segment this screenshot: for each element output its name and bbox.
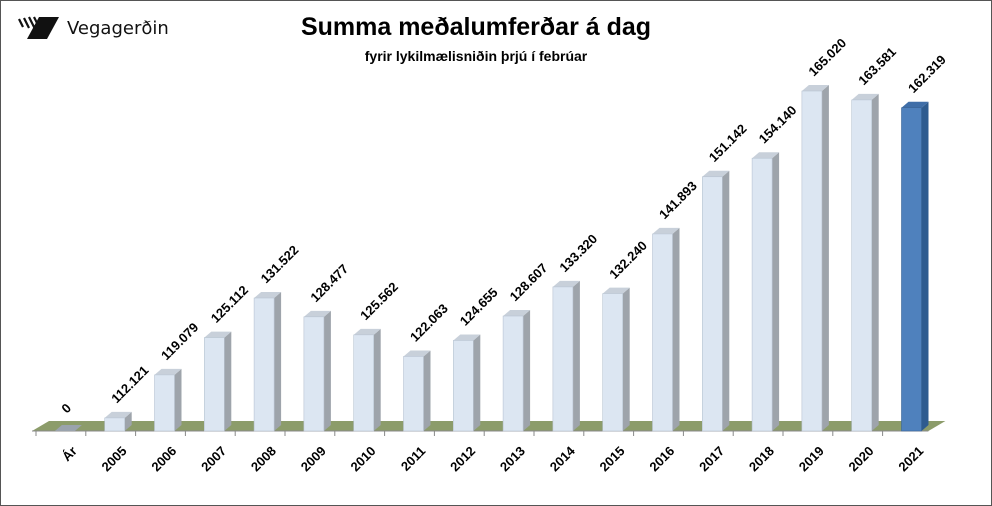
bar-side	[323, 310, 331, 431]
x-tick-label: 2014	[547, 443, 579, 475]
bar-top	[801, 85, 829, 91]
data-label: 128.477	[307, 261, 351, 305]
data-label: 132.240	[606, 238, 650, 282]
bar-top	[303, 310, 331, 317]
bar-side	[722, 170, 730, 432]
data-label: 128.607	[507, 260, 551, 304]
data-label: 165.020	[805, 35, 849, 79]
x-tick-label: 2018	[746, 443, 777, 474]
x-tick-label: 2006	[148, 443, 179, 474]
bar-top	[702, 170, 730, 177]
data-label: 154.140	[756, 103, 800, 147]
x-tick-label: 2007	[198, 443, 229, 474]
bar	[701, 176, 723, 432]
bar-side	[373, 328, 381, 431]
bar-side	[423, 350, 431, 431]
x-tick-label: 2010	[348, 443, 379, 474]
data-label: 125.112	[208, 282, 251, 325]
chart-title: Summa meðalumferðar á dag	[300, 13, 652, 41]
bar	[104, 417, 125, 432]
bar-side	[174, 368, 182, 431]
data-label: 163.581	[855, 44, 899, 88]
logo-text: Vegagerðin	[67, 17, 169, 39]
data-label: 151.142	[706, 121, 750, 165]
bar	[54, 425, 82, 431]
logo: Vegagerðin	[17, 15, 169, 41]
bar-side	[672, 227, 680, 431]
bar	[502, 315, 524, 432]
x-tick-label: 2008	[248, 443, 279, 474]
data-label: 133.320	[556, 231, 600, 275]
bar	[253, 297, 275, 432]
bar-side	[124, 411, 132, 431]
bar-top	[851, 93, 879, 100]
bar	[652, 233, 673, 432]
bar	[602, 293, 624, 432]
data-label: 124.655	[457, 285, 501, 329]
bar	[403, 356, 424, 432]
bar-side	[921, 101, 929, 431]
bar-side	[274, 292, 282, 431]
bar-side	[224, 331, 232, 431]
data-label: 125.562	[357, 279, 401, 323]
data-label: 162.319	[905, 52, 949, 96]
bar	[901, 107, 922, 432]
x-tick-label: 2021	[895, 443, 926, 474]
bar-top	[901, 101, 929, 108]
data-label: 131.522	[258, 242, 302, 286]
bar-top	[503, 310, 531, 317]
bar	[751, 157, 773, 432]
data-label: 112.121	[108, 363, 151, 406]
bar-side	[523, 310, 531, 431]
x-tick-label: 2013	[497, 443, 528, 474]
bar-top	[104, 411, 132, 418]
bar-side	[572, 280, 580, 431]
bar-top	[652, 227, 680, 234]
bar	[452, 340, 474, 432]
data-label: 141.893	[656, 178, 700, 222]
bar-top	[353, 328, 381, 335]
bar-side	[871, 93, 879, 432]
data-label: 119.079	[158, 320, 201, 363]
bar	[204, 337, 225, 432]
vegagerdin-logo-icon	[18, 16, 59, 39]
data-label: 122.063	[407, 301, 451, 345]
bar-top	[154, 368, 182, 375]
x-tick-label: 2005	[99, 443, 130, 474]
x-tick-label: 2019	[796, 443, 827, 474]
x-tick-label: 2017	[696, 443, 727, 474]
x-tick-label: 2012	[447, 443, 478, 474]
x-tick-label: 2015	[597, 443, 628, 474]
x-tick-label: 2020	[846, 443, 877, 474]
bar	[801, 90, 823, 432]
chart-subtitle: fyrir lykilmælisniðin þrjú í febrúar	[364, 48, 588, 64]
bar	[353, 334, 375, 432]
x-tick-label: 2011	[398, 443, 429, 474]
bar-side	[473, 334, 481, 431]
bar-top	[254, 292, 282, 299]
bar-top	[552, 280, 580, 287]
bar	[552, 286, 574, 432]
data-label: 0	[58, 400, 74, 416]
bar	[154, 374, 175, 432]
bar-side	[622, 287, 630, 431]
bar	[851, 99, 873, 432]
bar-top	[403, 350, 431, 357]
bar	[303, 316, 325, 432]
bar-top	[752, 152, 780, 159]
bar-side	[772, 152, 780, 431]
bar-top	[602, 287, 630, 294]
x-tick-label: Ár	[59, 443, 80, 464]
x-tick-label: 2016	[646, 443, 677, 474]
bar-side	[821, 85, 829, 431]
bar-top	[204, 331, 232, 338]
x-tick-label: 2009	[298, 443, 329, 474]
bar-top	[453, 334, 481, 341]
